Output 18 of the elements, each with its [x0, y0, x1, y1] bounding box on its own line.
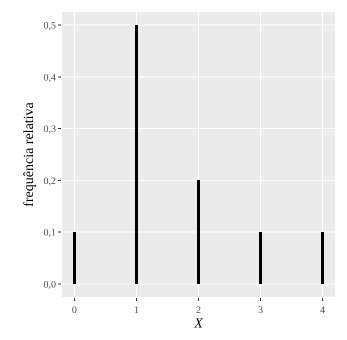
x-tick-label: 0: [72, 305, 77, 316]
y-tick-label: 0,5: [44, 20, 56, 32]
x-axis-title: X: [193, 316, 204, 332]
y-tick-label: 0,0: [44, 280, 56, 291]
bar: [259, 232, 262, 284]
y-tick-label: 0,2: [44, 176, 56, 187]
bar: [73, 232, 76, 284]
y-tick-label: 0,1: [44, 228, 56, 239]
x-tick-label: 3: [258, 305, 264, 316]
x-tick-label: 2: [196, 305, 201, 316]
y-axis-title: frequência relativa: [22, 101, 38, 207]
x-tick-label: 4: [320, 305, 326, 316]
bar: [197, 180, 200, 284]
y-tick-label: 0,4: [44, 72, 56, 84]
x-tick-label: 1: [134, 305, 139, 316]
bar: [135, 25, 138, 284]
bar: [321, 232, 324, 284]
y-tick-label: 0,3: [44, 124, 56, 136]
